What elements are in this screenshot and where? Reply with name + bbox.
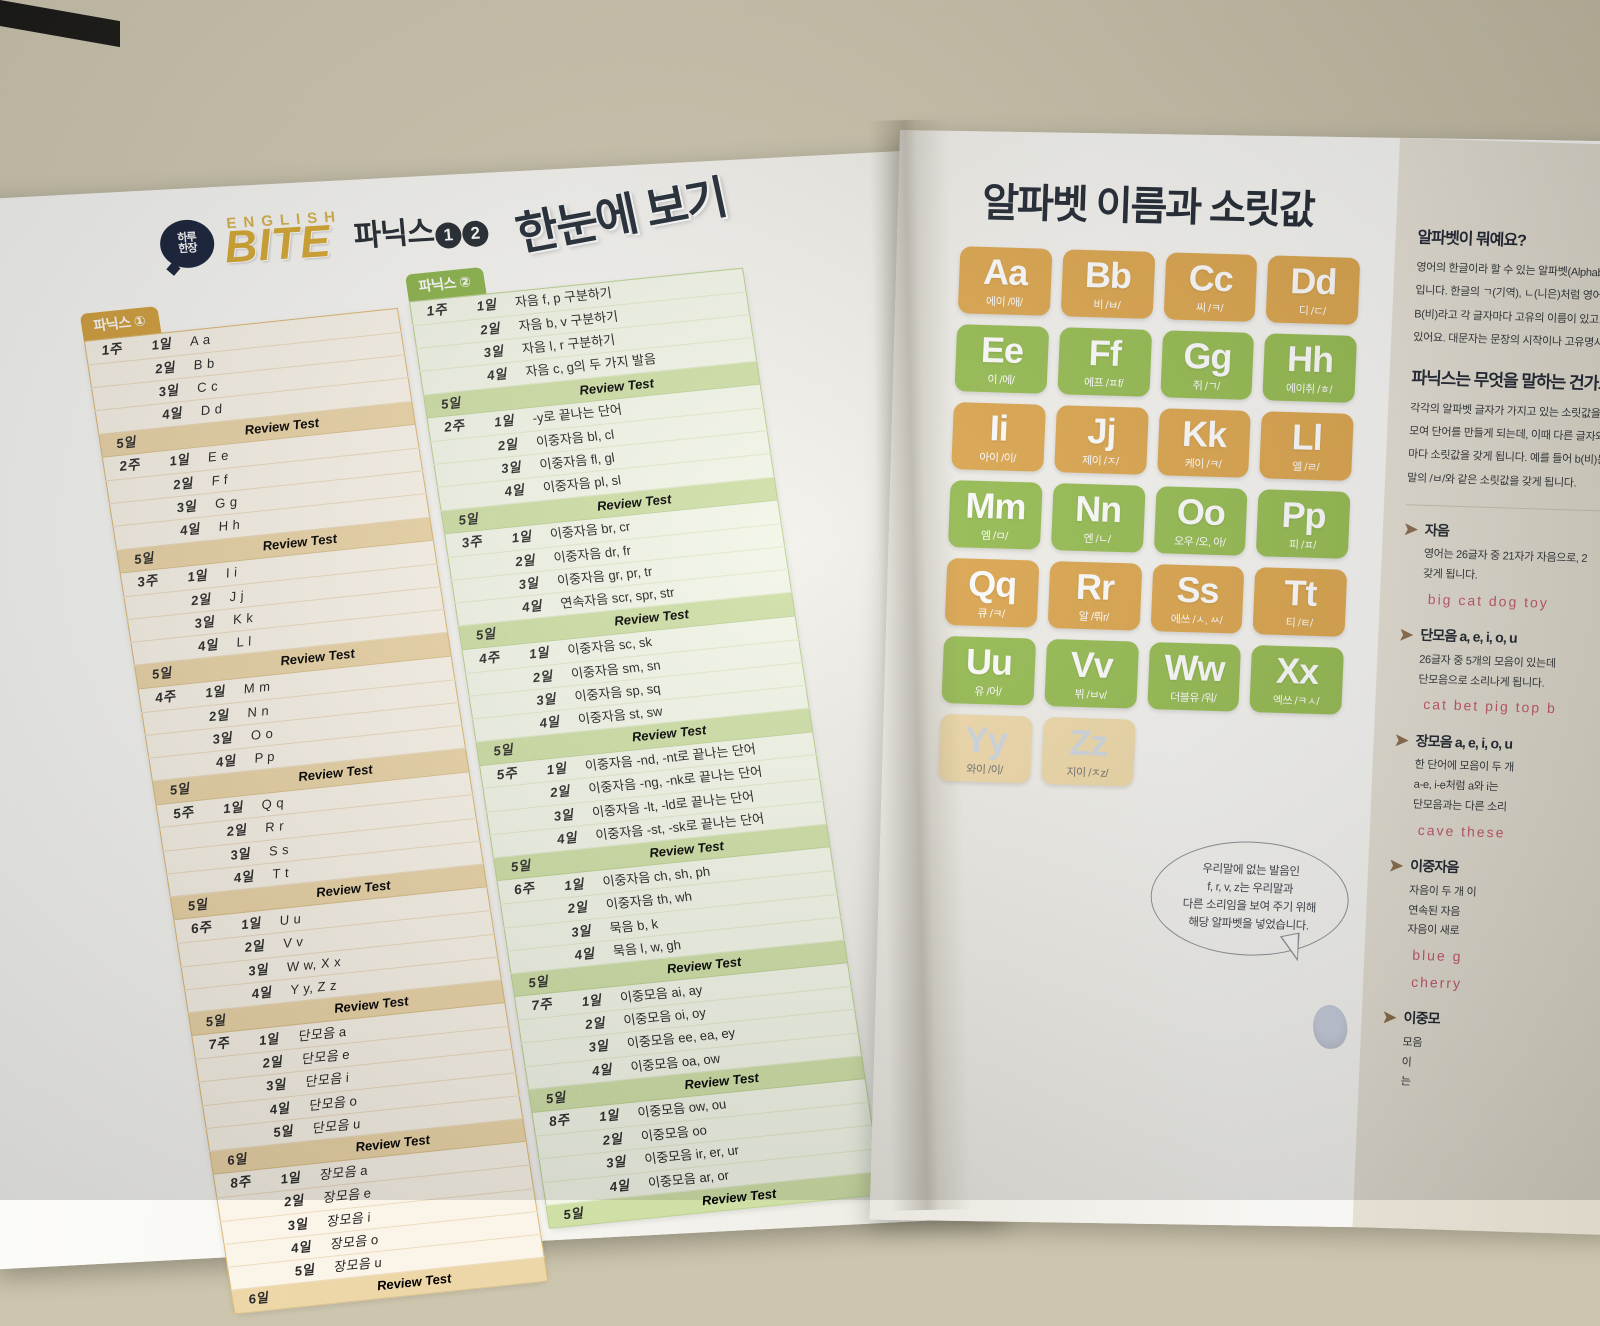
row-day: 5일 — [546, 1200, 600, 1229]
photo-vignette — [0, 0, 1600, 1200]
row-day: 6일 — [231, 1284, 285, 1314]
